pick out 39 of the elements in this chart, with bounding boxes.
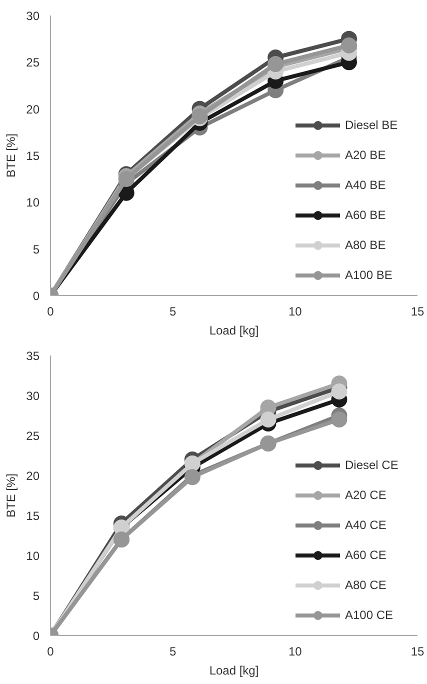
y-tick-label: 25 xyxy=(26,429,40,443)
y-tick-label: 30 xyxy=(26,9,40,23)
x-axis-title: Load [kg] xyxy=(209,664,259,678)
y-tick-label: 30 xyxy=(26,389,40,403)
y-tick-label: 10 xyxy=(26,549,40,563)
legend-label: A100 CE xyxy=(345,608,394,622)
x-tick-label: 5 xyxy=(169,644,176,658)
legend-label: A60 BE xyxy=(345,208,386,222)
y-tick-label: 20 xyxy=(26,102,40,116)
x-tick-label: 15 xyxy=(410,644,424,658)
legend-label: Diesel CE xyxy=(345,458,398,472)
y-tick-label: 20 xyxy=(26,469,40,483)
y-axis-title: BTE [%] xyxy=(4,133,18,178)
x-tick-label: 0 xyxy=(47,644,54,658)
y-tick-label: 5 xyxy=(32,589,40,603)
x-tick-label: 15 xyxy=(410,304,424,318)
x-tick-label: 5 xyxy=(169,304,176,318)
x-axis-title: Load [kg] xyxy=(209,324,259,338)
legend-label: A60 CE xyxy=(345,548,386,562)
y-tick-label: 35 xyxy=(26,349,40,363)
y-tick-label: 5 xyxy=(32,242,40,256)
legend-label: A80 CE xyxy=(345,578,386,592)
legend-label: A100 BE xyxy=(345,268,392,282)
y-tick-label: 0 xyxy=(32,629,40,643)
y-tick-label: 25 xyxy=(26,56,40,70)
legend-label: A40 CE xyxy=(345,518,386,532)
legend-label: A80 BE xyxy=(345,238,386,252)
y-axis-title: BTE [%] xyxy=(4,473,18,518)
x-tick-label: 10 xyxy=(288,644,302,658)
x-tick-label: 0 xyxy=(47,304,54,318)
y-tick-label: 10 xyxy=(26,196,40,210)
legend-label: A20 CE xyxy=(345,488,386,502)
legend-label: A20 BE xyxy=(345,148,386,162)
y-tick-label: 15 xyxy=(26,509,40,523)
y-tick-label: 15 xyxy=(26,149,40,163)
y-tick-label: 0 xyxy=(32,289,40,303)
x-tick-label: 10 xyxy=(288,304,302,318)
legend-label: Diesel BE xyxy=(345,118,398,132)
legend-label: A40 BE xyxy=(345,178,386,192)
